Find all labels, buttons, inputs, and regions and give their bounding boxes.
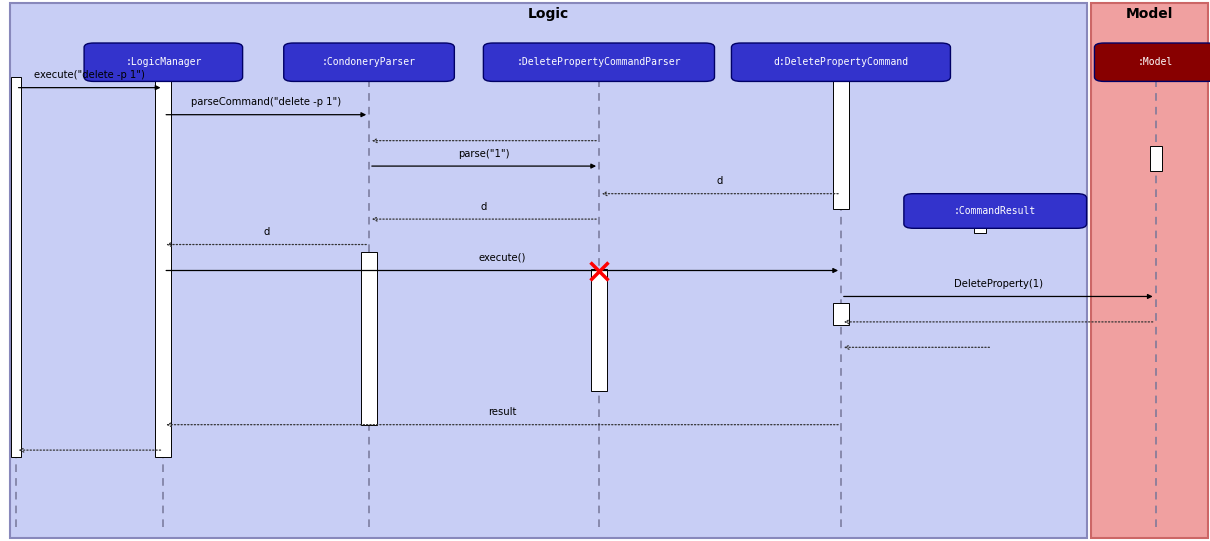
Text: :LogicManager: :LogicManager xyxy=(125,57,202,67)
Text: :CommandResult: :CommandResult xyxy=(955,206,1036,216)
FancyBboxPatch shape xyxy=(11,77,21,457)
FancyBboxPatch shape xyxy=(283,43,455,81)
FancyBboxPatch shape xyxy=(85,43,242,81)
FancyBboxPatch shape xyxy=(155,77,172,457)
FancyBboxPatch shape xyxy=(1150,146,1162,171)
FancyBboxPatch shape xyxy=(483,43,714,81)
Text: execute(): execute() xyxy=(478,253,526,263)
Text: execute("delete -p 1"): execute("delete -p 1") xyxy=(34,70,145,80)
FancyBboxPatch shape xyxy=(10,3,1087,538)
Text: d: d xyxy=(263,227,270,237)
Text: :DeletePropertyCommandParser: :DeletePropertyCommandParser xyxy=(517,57,681,67)
FancyBboxPatch shape xyxy=(904,194,1087,228)
FancyBboxPatch shape xyxy=(1091,3,1208,538)
Text: parse("1"): parse("1") xyxy=(459,149,509,159)
Text: :Model: :Model xyxy=(1137,57,1174,67)
FancyBboxPatch shape xyxy=(1094,43,1210,81)
FancyBboxPatch shape xyxy=(832,303,849,325)
FancyBboxPatch shape xyxy=(974,211,986,233)
FancyBboxPatch shape xyxy=(592,269,606,391)
Text: :CondoneryParser: :CondoneryParser xyxy=(322,57,416,67)
Text: Model: Model xyxy=(1125,7,1174,21)
Text: parseCommand("delete -p 1"): parseCommand("delete -p 1") xyxy=(191,97,341,107)
Text: d:DeletePropertyCommand: d:DeletePropertyCommand xyxy=(773,57,909,67)
FancyBboxPatch shape xyxy=(361,252,378,425)
Text: Logic: Logic xyxy=(528,7,569,21)
FancyBboxPatch shape xyxy=(731,43,950,81)
Text: d: d xyxy=(480,202,488,212)
Text: d: d xyxy=(716,176,724,186)
FancyBboxPatch shape xyxy=(832,77,849,209)
Text: DeleteProperty(1): DeleteProperty(1) xyxy=(953,279,1043,289)
Text: result: result xyxy=(488,407,517,417)
